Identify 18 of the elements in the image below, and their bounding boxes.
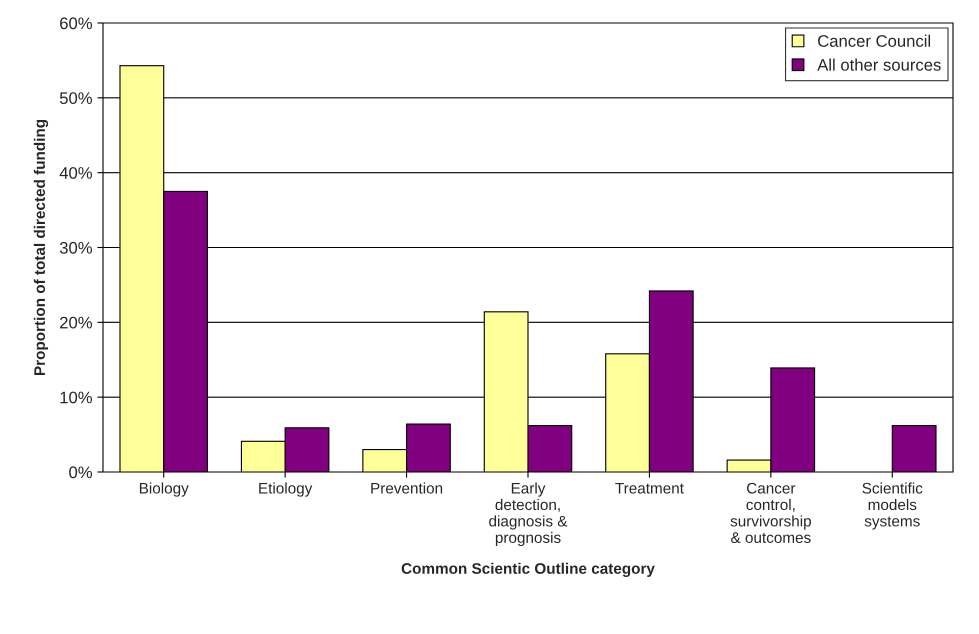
y-axis-title: Proportion of total directed funding bbox=[34, 120, 48, 376]
legend-label: Cancer Council bbox=[818, 34, 930, 47]
y-tick-label: 20% bbox=[60, 316, 92, 329]
legend-label: All other sources bbox=[817, 58, 941, 71]
x-axis-title: Common Scientic Outline category bbox=[402, 562, 655, 577]
x-tick-label: Early detection, diagnosis & prognosis bbox=[489, 482, 568, 546]
y-tick-label: 50% bbox=[60, 92, 92, 104]
x-tick-label: Prevention bbox=[371, 482, 442, 494]
x-tick-label: Treatment bbox=[615, 482, 684, 494]
x-tick-label: Scientific models systems bbox=[862, 482, 922, 530]
x-tick-label: Cancer control, survivorship & outcomes bbox=[730, 482, 811, 544]
y-tick-label: 40% bbox=[60, 167, 92, 179]
y-tick-label: 30% bbox=[60, 242, 92, 254]
y-tick-label: 60% bbox=[60, 17, 92, 30]
x-tick-label: Biology bbox=[140, 482, 189, 497]
x-tick-label: Etiology bbox=[259, 482, 312, 497]
y-tick-label: 0% bbox=[69, 466, 92, 478]
y-tick-label: 10% bbox=[60, 392, 92, 404]
